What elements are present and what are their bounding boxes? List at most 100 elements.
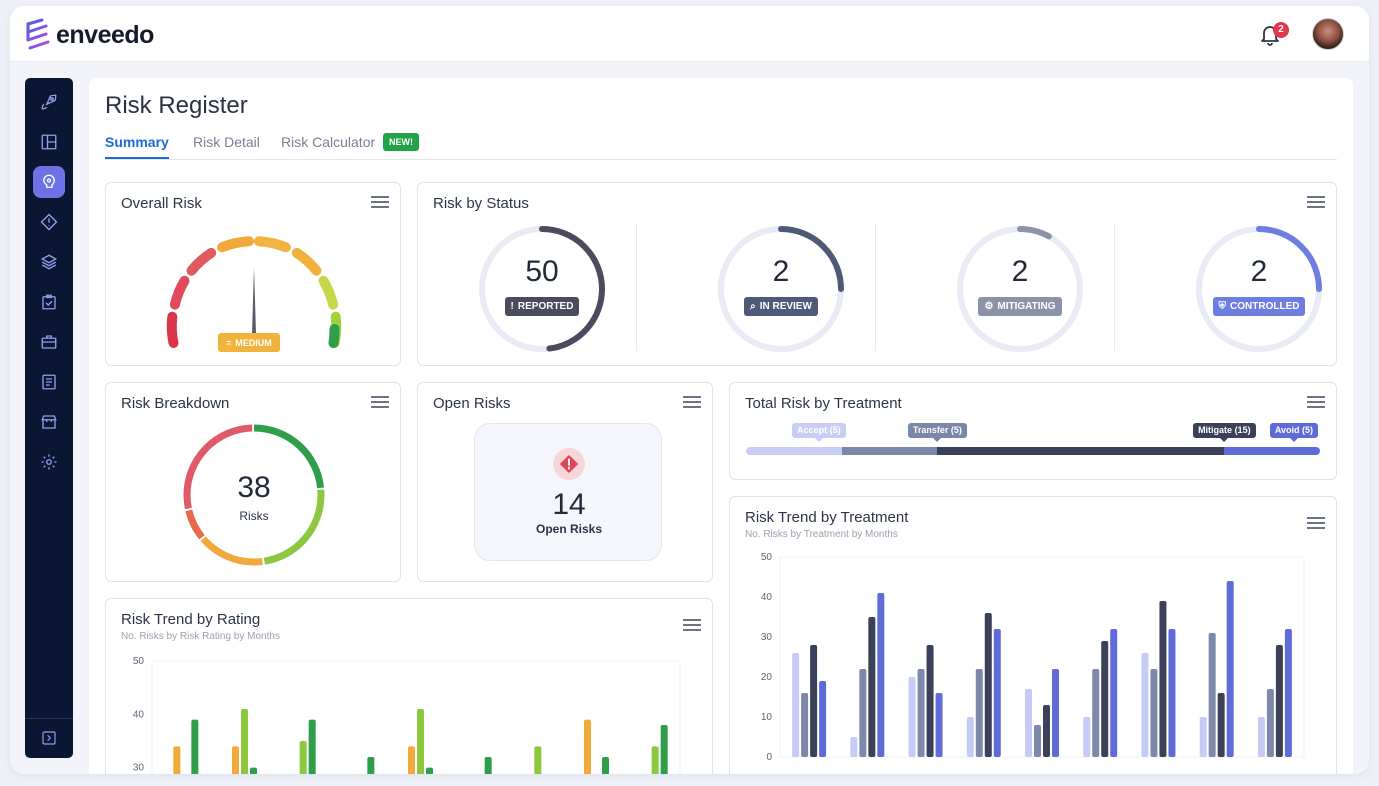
chart-bar[interactable] <box>1226 581 1234 757</box>
sidebar-item-reports[interactable] <box>33 366 65 398</box>
chart-bar[interactable] <box>173 746 181 774</box>
chart-bar[interactable] <box>1101 641 1109 757</box>
sidebar-item-risk[interactable] <box>33 166 65 198</box>
chart-bar[interactable] <box>241 709 248 774</box>
risk-breakdown-card: Risk Breakdown 38 Risks <box>105 382 401 582</box>
sidebar-item-store[interactable] <box>33 406 65 438</box>
sidebar-item-launch[interactable] <box>33 86 65 118</box>
chart-bar[interactable] <box>810 645 818 757</box>
chart-bar[interactable] <box>1208 633 1216 757</box>
chart-bar[interactable] <box>1034 725 1041 757</box>
chart-bar[interactable] <box>232 746 239 774</box>
chart-bar[interactable] <box>584 719 591 774</box>
status-label: CONTROLLED <box>1230 301 1300 312</box>
status-item[interactable]: 50! REPORTED <box>442 219 680 359</box>
chart-bar[interactable] <box>877 593 885 757</box>
chart-bar[interactable] <box>1110 629 1118 757</box>
chart-bar[interactable] <box>1168 629 1176 757</box>
chart-bar[interactable] <box>660 725 668 774</box>
chart-bar[interactable] <box>534 746 542 774</box>
chart-bar[interactable] <box>408 746 415 774</box>
treatment-bar-segment[interactable] <box>1224 447 1320 455</box>
chart-bar[interactable] <box>1199 717 1207 757</box>
chart-bar[interactable] <box>984 613 992 757</box>
chart-bar[interactable] <box>1092 669 1100 757</box>
chart-bar[interactable] <box>801 693 809 757</box>
chart-bar[interactable] <box>966 717 974 757</box>
chart-bar[interactable] <box>859 669 867 757</box>
chart-bar[interactable] <box>602 757 609 774</box>
card-title: Risk Trend by Rating <box>121 611 261 628</box>
sidebar-item-dashboard[interactable] <box>33 126 65 158</box>
card-menu-icon[interactable] <box>1307 196 1325 208</box>
chart-bar[interactable] <box>417 709 424 774</box>
chart-bar[interactable] <box>308 719 316 774</box>
y-tick-label: 10 <box>761 712 773 723</box>
status-item[interactable]: 2 ⚙ MITIGATING <box>920 219 1158 359</box>
brand-logo[interactable]: enveedo <box>24 18 154 52</box>
chart-bar[interactable] <box>1083 717 1091 757</box>
bell-icon[interactable] <box>1258 22 1282 46</box>
chart-bar[interactable] <box>1275 645 1283 757</box>
chart-bar[interactable] <box>1266 689 1274 757</box>
chart-bar[interactable] <box>792 653 800 757</box>
status-item[interactable]: 2 ⛨ CONTROLLED <box>1159 219 1369 359</box>
chart-bar[interactable] <box>299 741 307 774</box>
card-menu-icon[interactable] <box>1307 517 1325 529</box>
chart-bar[interactable] <box>917 669 925 757</box>
treatment-bar-segment[interactable] <box>937 447 1225 455</box>
avatar[interactable] <box>1312 18 1344 50</box>
chart-bar[interactable] <box>1043 705 1050 757</box>
chart-bar[interactable] <box>819 681 827 757</box>
sidebar-item-layers[interactable] <box>33 246 65 278</box>
tab-bar: Summary Risk Detail Risk Calculator NEW! <box>105 133 1337 160</box>
sidebar-item-tasks[interactable] <box>33 286 65 318</box>
card-menu-icon[interactable] <box>371 196 389 208</box>
sidebar-item-issues[interactable] <box>33 206 65 238</box>
chart-bar[interactable] <box>1159 601 1167 757</box>
tab-risk-detail[interactable]: Risk Detail <box>193 134 260 150</box>
chart-bar[interactable] <box>191 719 199 774</box>
chart-bar[interactable] <box>1025 689 1032 757</box>
status-ring <box>718 226 844 352</box>
card-menu-icon[interactable] <box>1307 396 1325 408</box>
chart-bar[interactable] <box>367 757 375 774</box>
chart-bar[interactable] <box>1052 669 1059 757</box>
status-ring <box>479 226 605 352</box>
card-subtitle: No. Risks by Risk Rating by Months <box>121 631 280 642</box>
alert-diamond-icon <box>40 213 58 231</box>
card-menu-icon[interactable] <box>371 396 389 408</box>
status-item[interactable]: 2 ⌕ IN REVIEW <box>681 219 919 359</box>
search-doc-icon: ⌕ <box>750 301 756 312</box>
chart-bar[interactable] <box>1257 717 1265 757</box>
store-icon <box>41 415 57 429</box>
chart-bar[interactable] <box>426 767 433 774</box>
chart-bar[interactable] <box>975 669 983 757</box>
chart-bar[interactable] <box>1217 693 1225 757</box>
card-menu-icon[interactable] <box>683 619 701 631</box>
tab-summary[interactable]: Summary <box>105 134 169 159</box>
chart-bar[interactable] <box>926 645 934 757</box>
chart-bar[interactable] <box>1150 669 1158 757</box>
chart-bar[interactable] <box>250 767 257 774</box>
chart-bar[interactable] <box>1284 629 1292 757</box>
chart-bar[interactable] <box>868 617 876 757</box>
treatment-bar-segment[interactable] <box>746 447 842 455</box>
sidebar-item-vendors[interactable] <box>33 326 65 358</box>
chart-bar[interactable] <box>484 757 492 774</box>
divider <box>875 223 876 351</box>
chart-bar[interactable] <box>993 629 1001 757</box>
treatment-bar-segment[interactable] <box>841 447 938 455</box>
sidebar-collapse-button[interactable] <box>33 722 65 754</box>
chart-bar[interactable] <box>850 737 858 757</box>
sidebar-item-settings[interactable] <box>33 446 65 478</box>
tab-risk-calculator[interactable]: Risk Calculator <box>281 134 376 150</box>
card-menu-icon[interactable] <box>683 396 701 408</box>
chart-bar[interactable] <box>908 677 916 757</box>
chart-bar[interactable] <box>1141 653 1149 757</box>
chart-bar[interactable] <box>651 746 659 774</box>
treatment-tag: Mitigate (15) <box>1193 423 1256 442</box>
treatment-tag-label: Accept (5) <box>797 425 841 435</box>
chart-bar[interactable] <box>935 693 943 757</box>
open-risks-tile[interactable]: 14 Open Risks <box>474 423 662 561</box>
